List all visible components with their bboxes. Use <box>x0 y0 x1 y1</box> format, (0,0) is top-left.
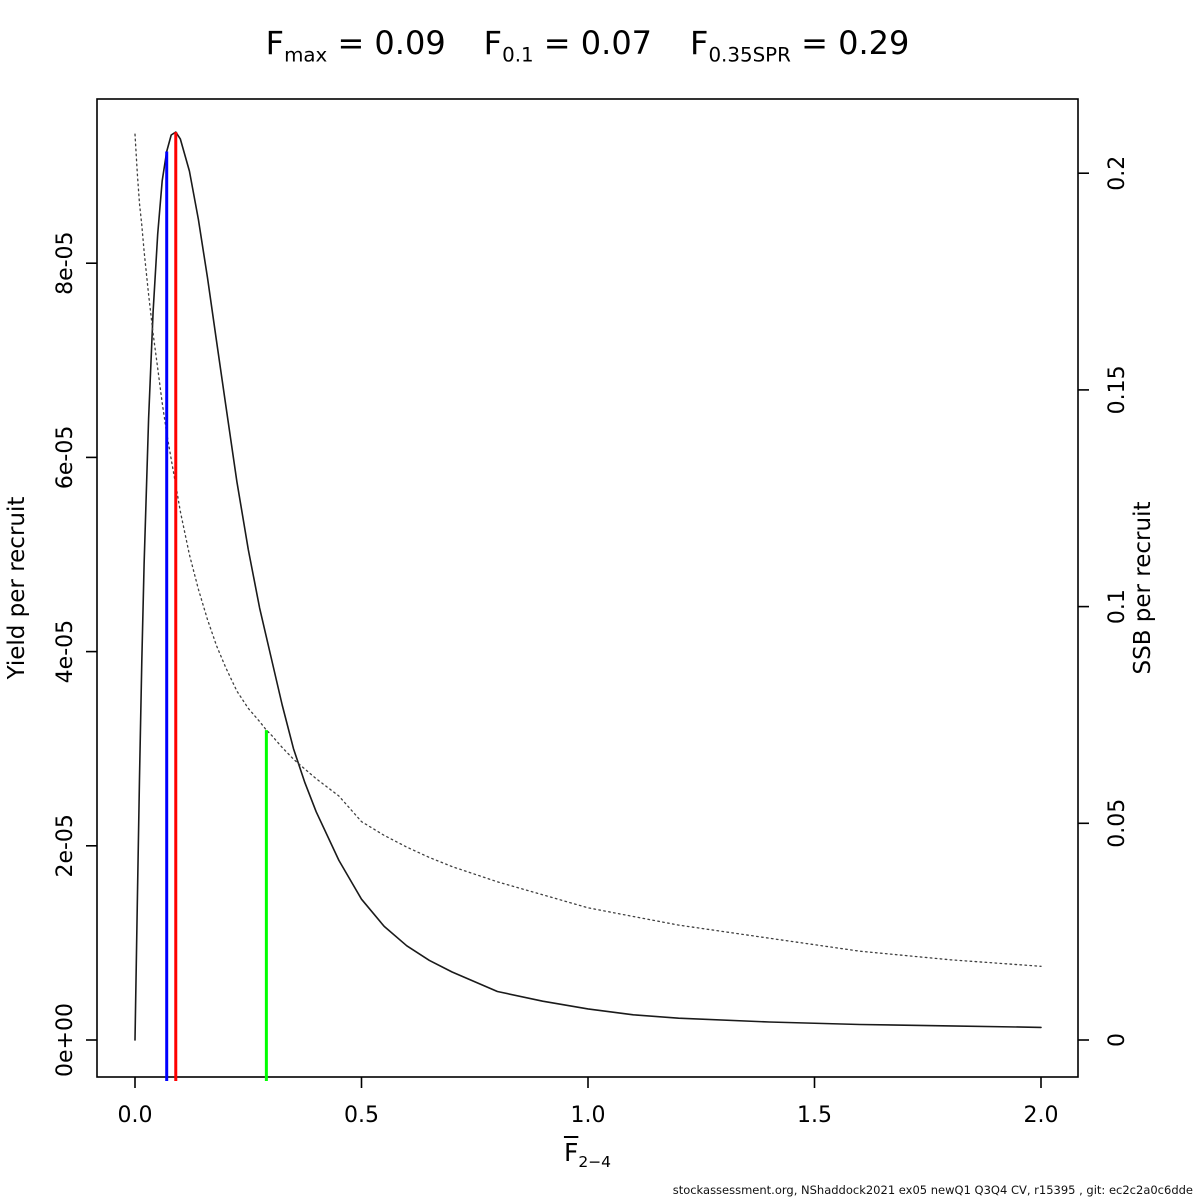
y-left-axis-title: Yield per recruit <box>4 496 30 680</box>
y-right-tick-label: 0.1 <box>1105 589 1130 624</box>
y-left-tick-label: 2e-05 <box>53 814 78 877</box>
x-axis-title-subscript: 2−4 <box>578 1153 612 1171</box>
x-tick-label: 0.5 <box>344 1103 379 1128</box>
y-left-tick-label: 4e-05 <box>53 620 78 683</box>
y-left-tick-label: 8e-05 <box>53 231 78 294</box>
y-right-tick-label: 0.15 <box>1105 365 1130 414</box>
chart-title: Fmax = 0.09 F0.1 = 0.07 F0.35SPR = 0.29 <box>97 24 1078 66</box>
title-term-2: F0.35SPR = 0.29 <box>690 24 910 67</box>
y-right-tick-label: 0.2 <box>1105 156 1130 191</box>
title-term-0: Fmax = 0.09 <box>265 24 446 67</box>
footer-citation: stockassessment.org, NShaddock2021 ex05 … <box>672 1183 1193 1197</box>
y-right-axis-title: SSB per recruit <box>1130 501 1156 675</box>
x-axis-title-base: F <box>563 1138 579 1167</box>
y-right-tick-label: 0 <box>1105 1033 1130 1047</box>
x-tick-label: 1.5 <box>797 1103 832 1128</box>
y-left-tick-label: 6e-05 <box>53 426 78 489</box>
yield-per-recruit-curve <box>134 131 1042 1041</box>
y-right-tick-label: 0.05 <box>1105 799 1130 848</box>
title-term-1: F0.1 = 0.07 <box>483 24 653 67</box>
plot-box <box>96 98 1079 1078</box>
y-left-tick-label: 0e+00 <box>53 1003 78 1077</box>
ssb-per-recruit-curve <box>134 133 1042 967</box>
x-tick-label: 2.0 <box>1024 1103 1059 1128</box>
x-tick-label: 1.0 <box>571 1103 606 1128</box>
x-tick-label: 0.0 <box>118 1103 153 1128</box>
x-axis-title: F2−4 <box>97 1138 1078 1171</box>
